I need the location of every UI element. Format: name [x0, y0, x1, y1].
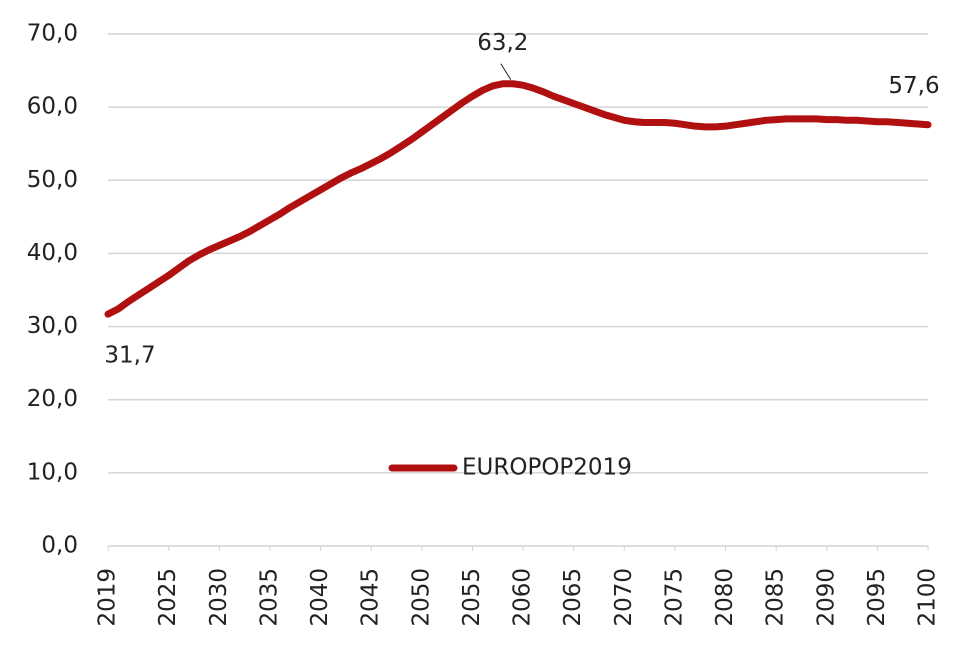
x-tick-label: 2030: [206, 568, 232, 627]
x-tick-label: 2055: [459, 568, 485, 627]
x-tick-label: 2065: [560, 568, 586, 627]
y-tick-label: 50,0: [27, 167, 78, 193]
y-tick-label: 0,0: [41, 533, 78, 559]
x-tick-label: 2040: [307, 568, 333, 627]
x-tick-label: 2095: [864, 568, 890, 627]
y-tick-label: 40,0: [27, 240, 78, 266]
x-tick-label: 2085: [763, 568, 789, 627]
x-tick-label: 2035: [256, 568, 282, 627]
x-tick-label: 2019: [95, 568, 121, 627]
data-label: 31,7: [104, 343, 155, 369]
line-series: [104, 80, 932, 318]
y-tick-label: 20,0: [27, 386, 78, 412]
data-label: 57,6: [888, 73, 939, 99]
legend-label: EUROPOP2019: [462, 455, 632, 481]
x-tick-label: 2045: [358, 568, 384, 627]
y-tick-label: 10,0: [27, 459, 78, 485]
y-tick-label: 60,0: [27, 94, 78, 120]
leader-line: [500, 63, 512, 81]
x-tick-label: 2080: [712, 568, 738, 627]
x-tick-label: 2090: [813, 568, 839, 627]
x-tick-label: 2050: [408, 568, 434, 627]
x-tick-label: 2025: [155, 568, 181, 627]
x-tick-label: 2060: [510, 568, 536, 627]
data-label: 63,2: [477, 30, 528, 56]
x-tick-label: 2075: [661, 568, 687, 627]
y-tick-label: 70,0: [27, 21, 78, 47]
x-tick-label: 2070: [611, 568, 637, 627]
x-tick-label: 2100: [915, 568, 941, 627]
y-tick-label: 30,0: [27, 313, 78, 339]
